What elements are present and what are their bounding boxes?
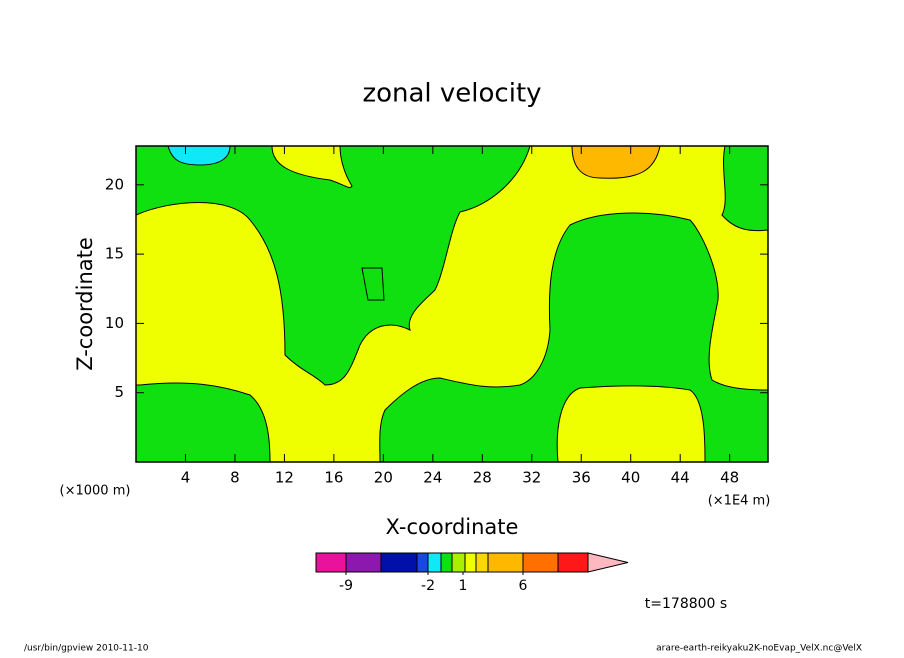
colorbar-cell: [522, 552, 559, 573]
y-axis-label: Z-coordinate: [73, 237, 97, 371]
contour-region: [556, 385, 706, 463]
colorbar-tick-label: 1: [459, 578, 468, 594]
x-tick-label: 28: [473, 469, 492, 487]
contour-region: [271, 145, 353, 188]
footer-right: arare-earth-reikyaku2K-noEvap_VelX.nc@Ve…: [656, 644, 862, 654]
x-unit-right: (×1E4 m): [708, 494, 771, 509]
contour-region: [361, 267, 385, 301]
y-tick-label: 5: [114, 383, 124, 401]
y-tick-label: 20: [105, 175, 124, 193]
colorbar-cell: [315, 552, 347, 573]
x-tick-label: 24: [423, 469, 442, 487]
colorbar-cell: [427, 552, 442, 573]
colorbar-extension: [587, 552, 629, 573]
colorbar-cell: [440, 552, 453, 573]
colorbar-cell: [451, 552, 466, 573]
contour-region: [135, 145, 769, 463]
y-tick-label: 10: [105, 314, 124, 332]
colorbar-tick-label: -2: [421, 578, 435, 594]
x-tick-label: 36: [572, 469, 591, 487]
x-tick-label: 16: [324, 469, 343, 487]
footer-left: /usr/bin/gpview 2010-11-10: [24, 644, 149, 654]
colorbar-cell: [475, 552, 489, 573]
time-label: t=178800 s: [645, 596, 727, 612]
colorbar-tick-label: -9: [339, 578, 353, 594]
x-tick-label: 40: [621, 469, 640, 487]
colorbar-cell: [416, 552, 429, 573]
x-tick-label: 20: [374, 469, 393, 487]
contour-region: [167, 145, 231, 166]
x-tick-label: 32: [522, 469, 541, 487]
x-unit: (×1000 m): [60, 484, 131, 499]
x-tick-label: 12: [275, 469, 294, 487]
colorbar: -9 -2 1 6: [315, 552, 629, 594]
colorbar-cell: [345, 552, 382, 573]
chart-title: zonal velocity: [362, 79, 541, 109]
x-tick-label: 4: [181, 469, 191, 487]
colorbar-cell: [380, 552, 418, 573]
x-tick-label: 8: [230, 469, 240, 487]
x-tick-label: 48: [720, 469, 739, 487]
plot-frame: [135, 145, 769, 463]
x-axis-label: X-coordinate: [386, 515, 519, 539]
y-tick-label: 15: [105, 245, 124, 263]
contour-region: [571, 145, 661, 179]
colorbar-tick-label: 6: [519, 578, 528, 594]
colorbar-cell: [464, 552, 477, 573]
x-tick-label: 44: [671, 469, 690, 487]
colorbar-cell: [557, 552, 589, 573]
colorbar-cell: [487, 552, 524, 573]
